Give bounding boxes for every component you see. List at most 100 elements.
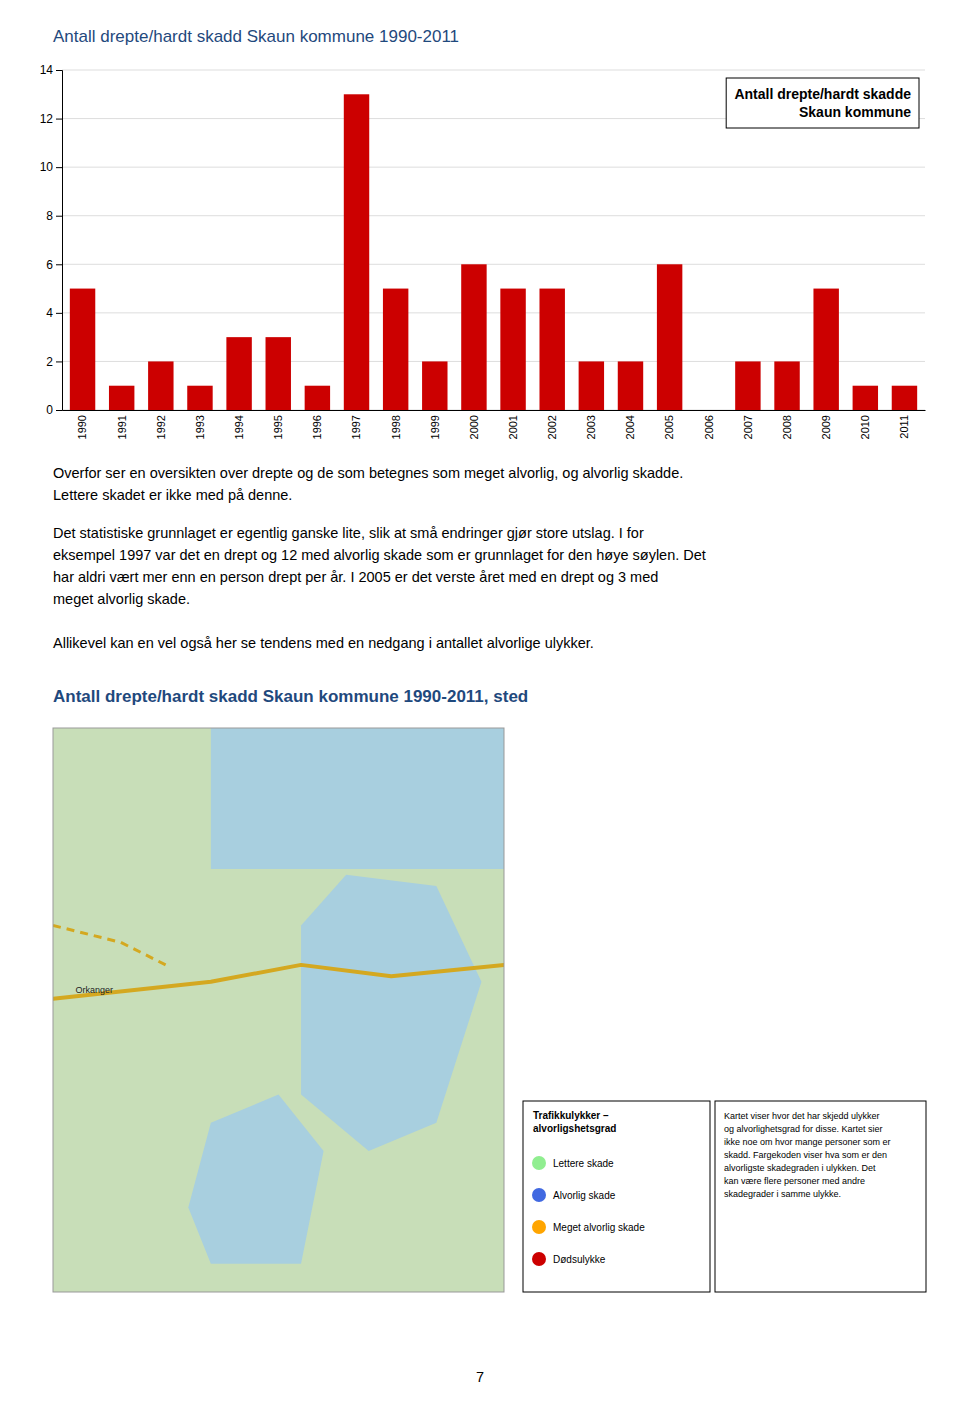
x-tick: 1999 [429, 415, 441, 439]
map-description-text: Kartet viser hvor det har skjedd ulykker… [724, 1111, 891, 1199]
x-tick: 1995 [272, 415, 284, 439]
bar [539, 289, 564, 410]
y-tick-mark [56, 264, 62, 265]
y-tick-mark [56, 216, 62, 217]
x-tick: 2000 [468, 415, 480, 439]
map-road [53, 965, 504, 999]
grid-line [62, 167, 925, 168]
x-tick-label: 1993 [194, 415, 206, 439]
legend-entry-line: Antall drepte/hardt skadde [734, 86, 911, 102]
bar [226, 337, 251, 410]
bar [422, 361, 447, 410]
map-water [211, 728, 504, 869]
x-tick: 2003 [585, 415, 597, 439]
grid-line [62, 264, 925, 265]
bar [305, 386, 330, 410]
x-tick-label: 2000 [468, 415, 480, 439]
bar [579, 361, 604, 410]
y-tick-label: 6 [46, 258, 53, 272]
y-tick-label: 2 [46, 355, 53, 369]
legend-entry-line: Skaun kommune [799, 104, 911, 120]
grid-line [62, 215, 925, 216]
chart-title: Antall drepte/hardt skadd Skaun kommune … [53, 27, 459, 46]
x-tick: 2008 [781, 415, 793, 439]
x-tick: 2001 [507, 415, 519, 439]
grid-line [62, 70, 925, 71]
x-tick-label: 2002 [546, 415, 558, 439]
x-tick: 2007 [742, 415, 754, 439]
x-tick: 1992 [155, 415, 167, 439]
x-tick-label: 2008 [781, 415, 793, 439]
bar [109, 386, 134, 410]
legend: Antall drepte/hardt skadde Skaun kommune [726, 78, 919, 128]
bar [266, 337, 291, 410]
paragraph-line: har aldri vært mer enn en person drept p… [53, 569, 658, 585]
map-description-line: skadegrader i samme ulykke. [724, 1189, 841, 1199]
x-tick-label: 1990 [76, 415, 88, 439]
legend-entry: Antall drepte/hardt skadde Skaun kommune [734, 86, 911, 120]
map-label: Orkanger [76, 985, 114, 995]
y-tick-mark [56, 410, 62, 411]
y-tick: 6 [46, 258, 62, 272]
y-tick-label: 4 [46, 306, 53, 320]
x-tick: 1994 [233, 415, 245, 439]
y-tick-mark [56, 70, 62, 71]
x-tick-label: 2010 [859, 415, 871, 439]
x-tick: 2009 [820, 415, 832, 439]
bar [657, 264, 682, 410]
x-tick: 1990 [76, 415, 88, 439]
y-tick: 14 [40, 63, 62, 77]
x-axis-line [63, 410, 926, 411]
x-tick-label: 1992 [155, 415, 167, 439]
x-tick: 1997 [350, 415, 362, 439]
y-tick: 10 [40, 160, 62, 174]
y-tick: 4 [46, 306, 62, 320]
legend-box [726, 78, 919, 128]
map-legend-entry: Meget alvorlig skade [553, 1222, 645, 1233]
map-road-dashed [53, 925, 166, 964]
map-description-line: ikke noe om hvor mange personer som er [724, 1137, 891, 1147]
x-tick: 2010 [859, 415, 871, 439]
bar [618, 361, 643, 410]
map-land [53, 728, 504, 1292]
bars [70, 94, 917, 410]
map-legend-swatch [532, 1156, 546, 1170]
x-tick-label: 2003 [585, 415, 597, 439]
x-tick-label: 1997 [350, 415, 362, 439]
y-tick-label: 0 [46, 403, 53, 417]
y-tick-mark [56, 119, 62, 120]
bar [813, 289, 838, 410]
paragraph-line: meget alvorlig skade. [53, 591, 190, 607]
grid [62, 70, 925, 410]
x-tick-label: 2006 [703, 415, 715, 439]
y-axis: 02468101214 [40, 63, 63, 417]
x-tick-label: 2001 [507, 415, 519, 439]
x-tick-label: 1998 [390, 415, 402, 439]
x-tick-label: 2004 [624, 415, 636, 439]
paragraph-line: Det statistiske grunnlaget er egentlig g… [53, 525, 644, 541]
map-description-line: Kartet viser hvor det har skjedd ulykker [724, 1111, 880, 1121]
paragraph-line: Overfor ser en oversikten over drepte og… [53, 465, 683, 481]
map-legend-title-line: Trafikkulykker – [533, 1110, 609, 1121]
y-tick-label: 12 [40, 112, 54, 126]
section-title: Antall drepte/hardt skadd Skaun kommune … [53, 687, 528, 706]
paragraph-line: eksempel 1997 var det en drept og 12 med… [53, 547, 706, 563]
map: Orkanger [53, 728, 504, 1292]
map-description-line: alvorligste skadegraden i ulykken. Det [724, 1163, 876, 1173]
bar [500, 289, 525, 410]
y-tick: 2 [46, 355, 62, 369]
y-tick-mark [56, 167, 62, 168]
x-tick: 1991 [116, 415, 128, 439]
map-frame [53, 728, 504, 1292]
bar [70, 289, 95, 410]
x-tick: 1993 [194, 415, 206, 439]
bar [735, 361, 760, 410]
y-tick-label: 14 [40, 63, 54, 77]
map-description-line: kan være flere personer med andre [724, 1176, 865, 1186]
x-tick-label: 1999 [429, 415, 441, 439]
x-tick-label: 2007 [742, 415, 754, 439]
bar [187, 386, 212, 410]
y-axis-line [56, 71, 63, 411]
x-tick: 2002 [546, 415, 558, 439]
bar [383, 289, 408, 410]
